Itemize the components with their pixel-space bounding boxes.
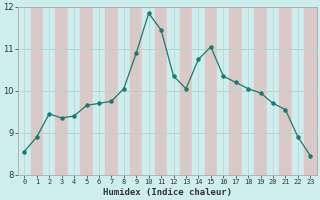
Bar: [18, 7, 31, 175]
Bar: [31, 7, 43, 175]
Bar: [55, 7, 68, 175]
Bar: [68, 7, 80, 175]
Bar: [93, 7, 105, 175]
Bar: [242, 7, 254, 175]
Bar: [217, 7, 229, 175]
Bar: [43, 7, 55, 175]
X-axis label: Humidex (Indice chaleur): Humidex (Indice chaleur): [103, 188, 232, 197]
Bar: [292, 7, 304, 175]
Bar: [105, 7, 118, 175]
Bar: [192, 7, 204, 175]
Bar: [267, 7, 279, 175]
Bar: [180, 7, 192, 175]
Bar: [204, 7, 217, 175]
Bar: [167, 7, 180, 175]
Bar: [142, 7, 155, 175]
Bar: [155, 7, 167, 175]
Bar: [304, 7, 316, 175]
Bar: [80, 7, 93, 175]
Bar: [229, 7, 242, 175]
Bar: [130, 7, 142, 175]
Bar: [279, 7, 292, 175]
Bar: [118, 7, 130, 175]
Bar: [254, 7, 267, 175]
